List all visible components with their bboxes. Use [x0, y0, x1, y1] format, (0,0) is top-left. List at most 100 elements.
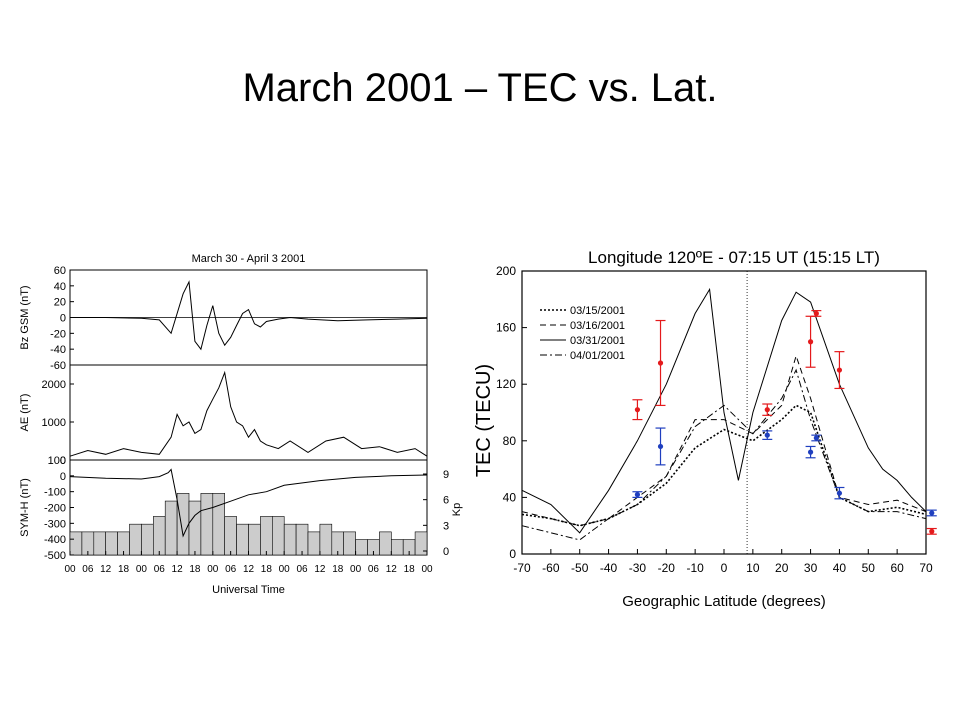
- blue-data-point: [836, 490, 843, 496]
- y-tick-label: 160: [496, 321, 516, 335]
- y-tick-label: 0: [509, 547, 516, 561]
- x-tick-label: 06: [82, 564, 94, 575]
- y-tick-label: -40: [50, 344, 66, 356]
- blue-data-point: [634, 491, 641, 498]
- y-tick-label: -100: [44, 487, 66, 499]
- x-tick-label: 12: [314, 564, 326, 575]
- series-line-bz: [70, 280, 428, 351]
- x-tick-label: 06: [225, 564, 237, 575]
- x-tick-label: -20: [658, 561, 676, 575]
- blue-data-point: [657, 443, 664, 450]
- y-tick-label: 60: [54, 265, 66, 277]
- blue-data-point: [929, 510, 935, 516]
- y-tick-label: -400: [44, 534, 66, 546]
- y-tick-label: 200: [496, 264, 516, 278]
- red-data-point: [929, 528, 935, 534]
- y-tick-label: -20: [50, 328, 66, 340]
- right-tick-label: 0: [443, 546, 449, 558]
- x-tick-label: -40: [600, 561, 618, 575]
- kp-bar: [414, 531, 428, 556]
- x-tick-label: 00: [64, 564, 76, 575]
- y-tick-label: 40: [503, 490, 517, 504]
- x-tick-label: 12: [386, 564, 398, 575]
- y-tick-label: 0: [60, 471, 66, 483]
- red-data-point: [807, 339, 814, 345]
- x-tick-label: 20: [775, 561, 789, 575]
- red-data-point: [657, 360, 664, 366]
- x-tick-label: 50: [862, 561, 876, 575]
- red-data-point: [813, 310, 819, 317]
- x-tick-label: -60: [542, 561, 560, 575]
- x-tick-label: 00: [421, 564, 433, 575]
- x-tick-label: 06: [368, 564, 380, 575]
- series-line-04/01/2001: [521, 368, 927, 541]
- right-chart-title: Longitude 120ºE - 07:15 UT (15:15 LT): [588, 248, 880, 267]
- y-tick-label: -200: [44, 503, 66, 515]
- right-tick-label: 9: [443, 469, 449, 481]
- x-tick-label: 30: [804, 561, 818, 575]
- x-tick-label: -30: [629, 561, 647, 575]
- x-tick-label: 12: [100, 564, 112, 575]
- y-tick-label: -300: [44, 518, 66, 530]
- blue-data-point: [813, 435, 819, 441]
- right-tick-label: 6: [443, 495, 449, 507]
- y-axis-label-symh: SYM-H (nT): [19, 478, 31, 537]
- x-tick-label: 18: [404, 564, 416, 575]
- x-tick-label: 18: [118, 564, 130, 575]
- series-line-ae: [69, 370, 428, 457]
- blue-data-point: [764, 432, 770, 438]
- legend-label: 04/01/2001: [570, 350, 625, 362]
- x-tick-label: 10: [746, 561, 760, 575]
- red-data-point: [836, 367, 843, 373]
- slide-title: March 2001 – TEC vs. Lat.: [242, 66, 718, 110]
- y-tick-label: 0: [60, 455, 66, 467]
- right-tick-label: 3: [443, 520, 449, 532]
- x-tick-label: 00: [207, 564, 219, 575]
- x-tick-label: 00: [350, 564, 362, 575]
- x-axis-label: Universal Time: [212, 584, 285, 596]
- series-line-03/16/2001: [521, 354, 927, 527]
- x-tick-label: 18: [261, 564, 273, 575]
- y-tick-label: -60: [50, 360, 66, 372]
- left-chart-title: March 30 - April 3 2001: [192, 253, 306, 265]
- y-tick-label: -500: [44, 550, 66, 562]
- y-tick-label: 2000: [42, 379, 66, 391]
- x-tick-label: 60: [890, 561, 904, 575]
- x-tick-label: 0: [721, 561, 728, 575]
- red-data-point: [764, 407, 770, 413]
- x-axis-label: Geographic Latitude (degrees): [622, 593, 825, 610]
- y-axis-label-bz: Bz GSM (nT): [19, 285, 31, 349]
- series-line-03/15/2001: [521, 404, 927, 527]
- y-tick-label: 120: [496, 377, 516, 391]
- legend-label: 03/15/2001: [570, 305, 625, 317]
- y-tick-label: 80: [503, 434, 517, 448]
- y-tick-label: 100: [48, 455, 66, 467]
- x-tick-label: 18: [189, 564, 201, 575]
- x-tick-label: 70: [919, 561, 933, 575]
- x-tick-label: 00: [279, 564, 291, 575]
- x-tick-label: 18: [332, 564, 344, 575]
- right-axis-label: Kp: [451, 503, 463, 516]
- y-axis-label-ae: AE (nT): [19, 394, 31, 432]
- x-tick-label: 12: [172, 564, 184, 575]
- x-tick-label: 00: [136, 564, 148, 575]
- legend-label: 03/31/2001: [570, 335, 625, 347]
- legend-label: 03/16/2001: [570, 320, 625, 332]
- series-line-03/31/2001: [521, 287, 927, 534]
- x-tick-label: 40: [833, 561, 847, 575]
- x-tick-label: -10: [686, 561, 704, 575]
- y-tick-label: 40: [54, 281, 66, 293]
- x-tick-label: 06: [296, 564, 308, 575]
- red-data-point: [634, 407, 641, 413]
- y-tick-label: 0: [60, 313, 66, 325]
- blue-data-point: [807, 449, 814, 455]
- x-tick-label: -70: [513, 561, 531, 575]
- x-tick-label: -50: [571, 561, 589, 575]
- x-tick-label: 12: [243, 564, 255, 575]
- y-axis-label: TEC (TECU): [473, 364, 495, 477]
- y-tick-label: 1000: [42, 417, 66, 429]
- y-tick-label: 20: [54, 297, 66, 309]
- series-line-symh: [69, 468, 428, 538]
